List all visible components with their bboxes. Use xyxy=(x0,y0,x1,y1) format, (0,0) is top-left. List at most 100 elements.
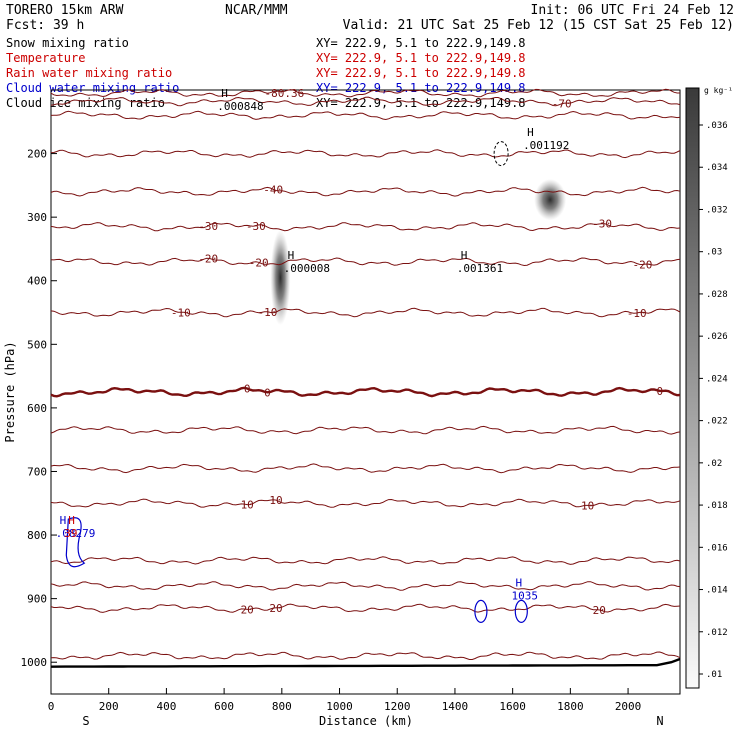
field-name-cloud-ice: Cloud ice mixing ratio xyxy=(6,96,165,110)
x-tick-label: 800 xyxy=(272,700,292,713)
field-name-rain: Rain water mixing ratio xyxy=(6,66,172,80)
field-xy-snow: XY= 222.9, 5.1 to 222.9,149.8 xyxy=(316,36,526,50)
max-value-label: .000008 xyxy=(284,262,330,275)
isotherm--30 xyxy=(50,222,681,232)
colorbar-ramp xyxy=(685,87,700,689)
isotherm-label: 10 xyxy=(241,499,254,512)
snow-shading-layer xyxy=(270,179,567,326)
max-value-label: .08279 xyxy=(56,527,96,540)
field-name-cloud-water: Cloud water mixing ratio xyxy=(6,81,179,95)
isotherm-label: -20 xyxy=(633,258,653,271)
y-tick-label: 700 xyxy=(27,465,47,478)
isotherm-0 xyxy=(50,386,681,398)
colorbar-tick-label: .026 xyxy=(706,332,728,342)
colorbar-tick-label: .03 xyxy=(706,248,722,258)
max-value-label: 1035 xyxy=(512,589,539,602)
colorbar-tick-label: .028 xyxy=(706,290,728,300)
colorbar-tick-label: .036 xyxy=(706,121,728,131)
field-legend: Snow mixing ratio XY= 222.9, 5.1 to 222.… xyxy=(6,36,526,110)
y-tick-label: 400 xyxy=(27,275,47,288)
plot-frame xyxy=(50,89,681,695)
x-tick-label: 1600 xyxy=(499,700,526,713)
colorbar-tick-label: .02 xyxy=(706,459,722,469)
y-tick-label: 1000 xyxy=(21,656,48,669)
cloud-water-outline-1 xyxy=(474,599,488,623)
y-tick-label: 600 xyxy=(27,402,47,415)
x-tick-label: 400 xyxy=(156,700,176,713)
max-marker-h: H xyxy=(60,514,67,527)
colorbar-tick-label: .016 xyxy=(706,543,728,553)
isotherm-label: -20 xyxy=(249,256,269,269)
init-time: Init: 06 UTC Fri 24 Feb 12 xyxy=(531,3,735,18)
field-name-snow: Snow mixing ratio xyxy=(6,36,129,50)
isotherm-label: -10 xyxy=(171,306,191,319)
isotherm-label: -20 xyxy=(198,252,218,265)
y-tick-label: 800 xyxy=(27,529,47,542)
isotherm-label: 20 xyxy=(593,604,606,617)
snow-blob-1 xyxy=(270,229,291,326)
y-tick-label: 300 xyxy=(27,211,47,224)
isotherm-label: -30 xyxy=(246,220,266,233)
max-marker-h: H xyxy=(288,249,295,262)
field-name-temperature: Temperature xyxy=(6,51,85,65)
colorbar: g kg⁻¹ .01 .012 .014 .016 .018 .02 .022 .024 .02… xyxy=(685,86,733,689)
y-axis-title: Pressure (hPa) xyxy=(3,341,17,442)
isotherm-5 xyxy=(50,425,681,435)
north-end-label: N xyxy=(656,714,663,728)
max-marker-h: H xyxy=(461,249,468,262)
max-value-label: .000848 xyxy=(217,100,263,113)
cloud-water-layer xyxy=(65,141,528,623)
colorbar-unit: g kg⁻¹ xyxy=(704,86,733,95)
max-marker-h: H xyxy=(221,87,228,100)
colorbar-tick-label: .032 xyxy=(706,205,728,215)
isotherm--40 xyxy=(50,186,681,197)
y-tick-label: 200 xyxy=(27,148,47,161)
x-axis-title: Distance (km) xyxy=(319,714,413,728)
isotherm--70 xyxy=(50,96,681,107)
x-tick-label: 200 xyxy=(99,700,119,713)
isotherm--10 xyxy=(50,307,681,318)
max-marker-h: H xyxy=(527,126,534,139)
field-xy-temperature: XY= 222.9, 5.1 to 222.9,149.8 xyxy=(316,51,526,65)
forecast-hour: Fcst: 39 h xyxy=(6,18,84,33)
max-marker-h: H xyxy=(516,576,523,589)
isotherm-10 xyxy=(50,498,681,508)
isotherm-label: -30 xyxy=(198,220,218,233)
isotherm-label: 0 xyxy=(244,383,251,396)
ground-layer xyxy=(50,657,681,668)
isotherm-label: 0 xyxy=(264,386,271,399)
isotherm--50 xyxy=(50,149,681,159)
isotherm-15 xyxy=(50,556,681,565)
isotherm--60 xyxy=(50,110,681,121)
isotherm-label: -70 xyxy=(552,98,572,111)
x-tick-label: 1000 xyxy=(326,700,353,713)
isotherm-label: -10 xyxy=(257,306,277,319)
org-label: NCAR/MMM xyxy=(225,3,288,18)
isotherm-20 xyxy=(50,603,681,613)
colorbar-tick-label: .034 xyxy=(706,163,728,173)
isotherm-label: -40 xyxy=(263,183,283,196)
model-title: TORERO 15km ARW xyxy=(6,3,124,18)
x-tick-label: 1800 xyxy=(557,700,584,713)
field-xy-cloud-water: XY= 222.9, 5.1 to 222.9,149.8 xyxy=(316,81,526,95)
axis-layer: 0 200 400 600 800 1000 1200 1400 1600 1800 2000200… xyxy=(21,148,642,713)
cloud-water-outline-west xyxy=(65,517,86,568)
isotherm-label: 20 xyxy=(269,602,282,615)
isotherm-label: 0 xyxy=(656,385,663,398)
x-tick-label: 1200 xyxy=(384,700,411,713)
colorbar-tick-label: .012 xyxy=(706,628,728,638)
isotherm-18 xyxy=(50,581,681,591)
x-tick-label: 0 xyxy=(48,700,55,713)
x-tick-label: 2000 xyxy=(615,700,642,713)
field-xy-rain: XY= 222.9, 5.1 to 222.9,149.8 xyxy=(316,66,526,80)
cloud-water-outline-2 xyxy=(514,599,528,623)
isotherm-8 xyxy=(50,463,681,474)
colorbar-tick-label: .018 xyxy=(706,501,728,511)
max-value-label: .001192 xyxy=(523,139,569,152)
colorbar-tick-label: .014 xyxy=(706,586,728,596)
cloud-ice-dashed-contour xyxy=(493,141,509,167)
isotherm-layer xyxy=(50,88,681,660)
max-value-label: .001361 xyxy=(457,262,503,275)
